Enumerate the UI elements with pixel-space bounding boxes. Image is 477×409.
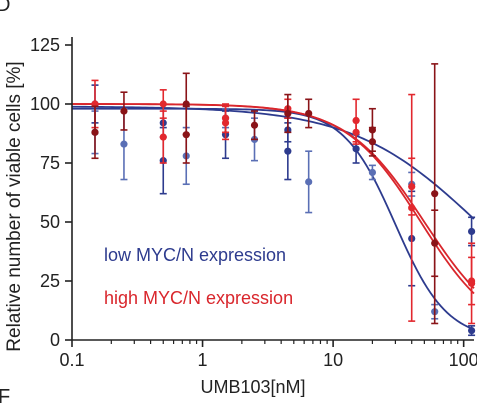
data-point-marker [368,126,377,134]
data-point-series-1 [159,89,167,119]
data-point-marker [431,190,439,198]
chart-text: Relative number of viable cells [%] UMB1… [4,61,306,397]
data-point-marker [305,109,313,118]
data-point-marker [159,100,167,108]
data-point-marker [159,133,167,141]
x-tick-label: 1 [198,350,208,370]
y-tick-label: 0 [50,330,60,350]
data-point-series-1 [305,98,313,129]
data-point-marker [467,227,476,236]
axes: 0 25 50 75 100 125 0.1 1 10 100 [30,35,477,370]
y-tick-label: 100 [30,94,60,114]
data-point-marker [352,116,360,125]
data-point-series-0 [467,325,476,337]
x-tick-label: 0.1 [59,350,84,370]
data-points [91,63,476,337]
data-point-marker [250,121,259,129]
y-tick-label: 125 [30,35,60,55]
data-point-series-1 [91,105,99,160]
panel-letter-bottom: F [0,386,11,408]
x-tick-label: 100 [449,350,477,370]
y-tick-label: 75 [40,153,60,173]
data-point-series-1 [352,98,360,143]
panel-letter-top: D [0,0,11,16]
fit-curves [71,103,475,331]
data-point-series-0 [368,164,377,181]
data-point-series-1 [467,242,476,325]
y-tick-label: 25 [40,271,60,291]
y-axis-label: Relative number of viable cells [%] [4,61,25,351]
data-point-marker [120,140,128,148]
data-point-marker [467,279,476,287]
fit-curve-series-1-1 [72,103,475,289]
y-tick-label: 50 [40,212,60,232]
data-point-marker [91,128,99,136]
data-point-series-1 [221,105,230,141]
legend-high-myc: high MYC/N expression [104,288,293,308]
data-point-series-1 [431,63,439,325]
data-point-series-0 [467,216,476,247]
data-point-series-1 [250,110,259,141]
data-point-marker [284,109,292,118]
data-point-marker [408,204,416,212]
data-point-marker [352,145,360,153]
legend-low-myc: low MYC/N expression [104,245,286,265]
fit-curve-series-0-1 [71,105,475,220]
x-axis-label: UMB103[nM] [200,377,305,397]
data-point-marker [120,107,128,115]
data-point-series-0 [305,150,313,214]
data-point-series-1 [182,72,190,136]
data-point-series-1 [284,93,292,134]
data-point-marker [368,168,377,177]
x-tick-label: 10 [323,350,343,370]
data-point-marker [284,147,292,155]
data-point-series-1 [368,107,377,152]
data-point-marker [221,119,230,127]
fit-curve-series-0-0 [72,107,475,331]
data-point-series-1 [120,91,128,131]
data-point-marker [182,100,190,108]
data-point-marker [305,178,313,186]
data-point-series-1 [408,93,416,322]
data-point-marker [467,326,476,335]
